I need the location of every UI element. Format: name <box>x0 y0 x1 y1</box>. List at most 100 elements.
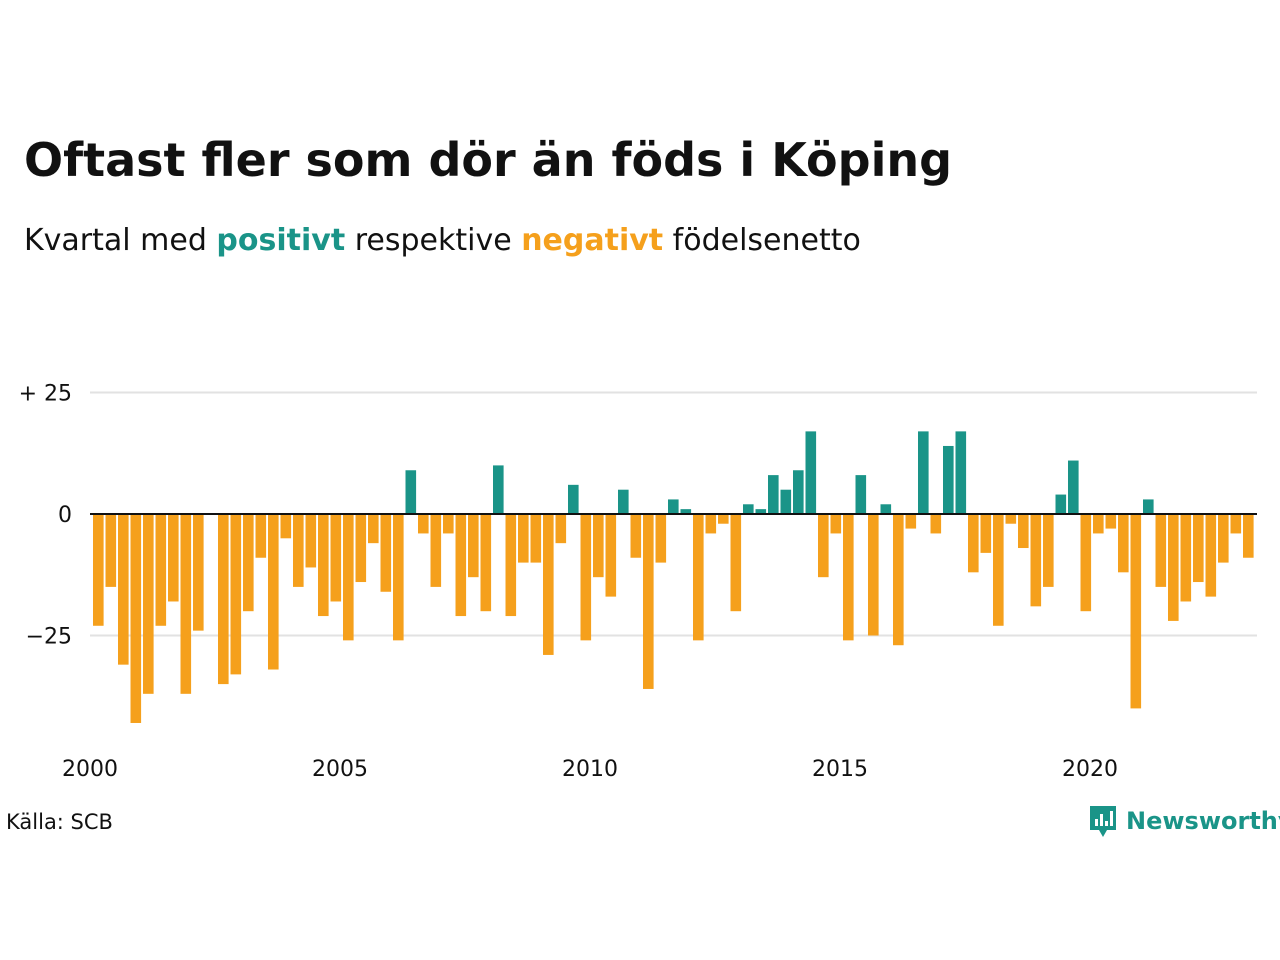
bar <box>718 514 729 524</box>
bar <box>830 514 842 534</box>
bar <box>780 489 792 514</box>
source-note: Källa: SCB <box>6 810 113 834</box>
bar <box>543 514 554 655</box>
chart-subtitle: Kvartal med positivt respektive negativt… <box>24 222 861 260</box>
newsworthy-logo: Newsworthy <box>1088 802 1280 840</box>
bar <box>355 514 367 583</box>
bar <box>468 514 479 578</box>
bar <box>293 514 304 587</box>
bar <box>905 514 917 529</box>
bar <box>1168 514 1179 621</box>
bar <box>1180 514 1192 602</box>
bar <box>680 509 692 514</box>
bar <box>1155 514 1167 587</box>
bar <box>93 514 104 626</box>
bar <box>380 514 392 592</box>
bar <box>118 514 129 665</box>
bar <box>993 514 1004 626</box>
bar <box>818 514 829 578</box>
chart-title: Oftast fler som dör än föds i Köping <box>24 133 953 187</box>
bar <box>1105 514 1117 529</box>
bar <box>480 514 492 612</box>
bar <box>418 514 429 534</box>
x-tick-label: 2010 <box>562 757 618 782</box>
bar <box>555 514 567 544</box>
bar <box>693 514 704 641</box>
bar <box>1193 514 1204 583</box>
bar <box>755 509 767 514</box>
x-tick-label: 2005 <box>312 757 368 782</box>
bar <box>955 431 967 514</box>
bar <box>280 514 292 539</box>
bar <box>968 514 979 573</box>
bar <box>368 514 379 544</box>
x-tick-label: 2020 <box>1062 757 1118 782</box>
bar <box>655 514 667 563</box>
bar <box>580 514 592 641</box>
bar <box>218 514 229 685</box>
bar <box>243 514 254 612</box>
bar <box>330 514 342 602</box>
subtitle-negative-word: negativt <box>521 223 664 258</box>
bar <box>880 504 892 514</box>
bar <box>443 514 454 534</box>
y-tick-label: 0 <box>58 503 72 528</box>
bar <box>1243 514 1254 558</box>
bar <box>130 514 142 723</box>
bar <box>705 514 717 534</box>
bar <box>268 514 279 670</box>
bar <box>1043 514 1054 587</box>
bar <box>405 470 417 514</box>
bar <box>893 514 904 646</box>
bar <box>668 499 679 514</box>
bar <box>455 514 467 617</box>
bar <box>768 475 779 514</box>
bar <box>1218 514 1229 563</box>
gridlines <box>90 391 1257 637</box>
bar-chart: + 25 0 −25 2000 2005 2010 2015 2020 <box>19 382 1257 782</box>
subtitle-prefix: Kvartal med <box>24 223 217 258</box>
x-axis-ticks: 2000 2005 2010 2015 2020 <box>62 757 1118 782</box>
bar <box>305 514 317 568</box>
bar <box>1068 460 1079 514</box>
x-tick-label: 2015 <box>812 757 868 782</box>
bar <box>793 470 804 514</box>
subtitle-positive-word: positivt <box>216 223 346 258</box>
bars <box>93 431 1254 723</box>
bar <box>1093 514 1104 534</box>
bar <box>930 514 942 534</box>
bar <box>943 445 954 514</box>
bar <box>1080 514 1092 612</box>
bar <box>855 475 867 514</box>
bar <box>868 514 879 636</box>
bar <box>143 514 154 694</box>
bar <box>1030 514 1042 607</box>
y-tick-label: + 25 <box>19 382 72 407</box>
bar <box>1118 514 1129 573</box>
bar <box>1055 494 1067 514</box>
y-tick-label: −25 <box>26 625 72 650</box>
bar <box>1018 514 1029 549</box>
bar <box>643 514 654 689</box>
bar <box>805 431 817 514</box>
bar <box>1005 514 1017 524</box>
bar <box>630 514 642 558</box>
bar <box>593 514 604 578</box>
bar <box>530 514 542 563</box>
bar <box>730 514 742 612</box>
subtitle-middle: respektive <box>345 223 522 258</box>
bar <box>1143 499 1154 514</box>
bar <box>843 514 854 641</box>
logo-text: Newsworthy <box>1126 807 1280 835</box>
bar <box>1205 514 1217 597</box>
bar <box>605 514 617 597</box>
bar <box>518 514 529 563</box>
y-axis-ticks: + 25 0 −25 <box>19 382 72 650</box>
bar <box>430 514 442 587</box>
bar <box>168 514 179 602</box>
bar <box>1230 514 1242 534</box>
bar <box>618 489 629 514</box>
bar <box>743 504 754 514</box>
bar <box>193 514 204 631</box>
bar <box>918 431 929 514</box>
